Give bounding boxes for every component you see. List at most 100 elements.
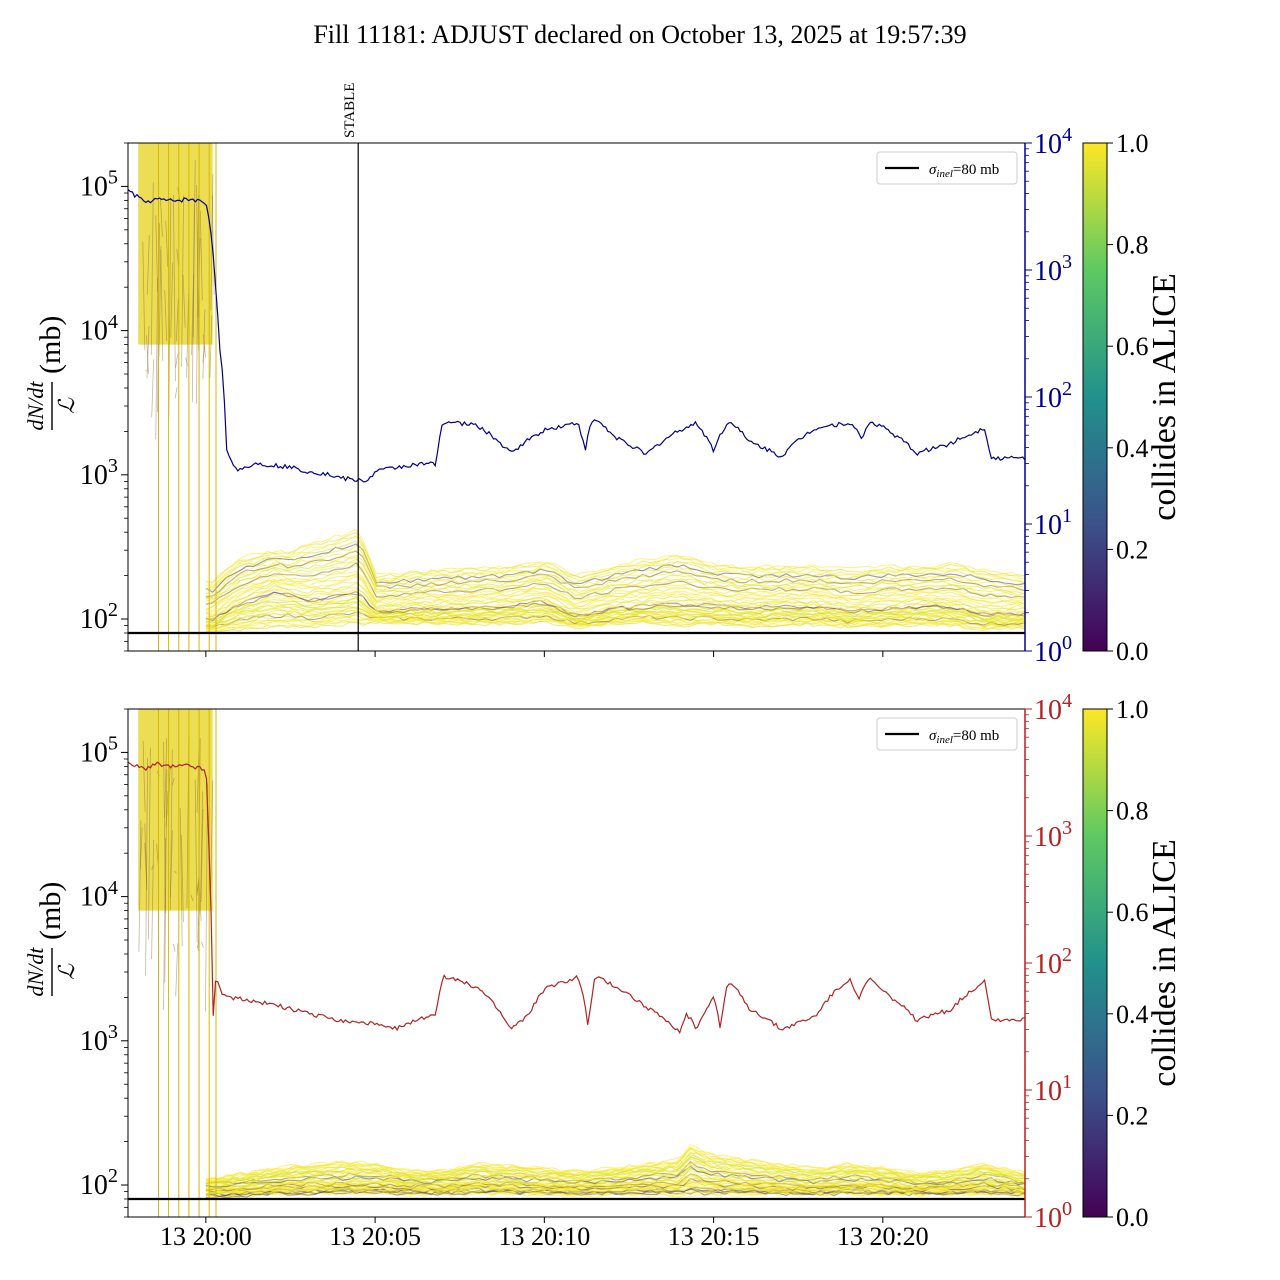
- y-label-numerator: dN/dt: [23, 381, 48, 431]
- legend-label: σinel=80 mb: [929, 728, 999, 746]
- injection-trace: [202, 346, 206, 363]
- injection-trace: [203, 334, 206, 358]
- bunch-curve: [205, 544, 1025, 595]
- injection-trace: [209, 315, 213, 379]
- colorbar-gradient: [1082, 142, 1108, 652]
- x-tick-label: 13 20:00: [160, 1222, 252, 1251]
- rate-tick-label: 100: [1034, 632, 1072, 668]
- injection-trace: [181, 834, 184, 922]
- injection-trace: [160, 249, 164, 362]
- plot-frame: [127, 708, 1026, 1218]
- y-tick-label: 102: [80, 1165, 118, 1201]
- bunch-curve: [205, 528, 1025, 584]
- injection-trace: [151, 839, 154, 960]
- colorbar-gradient: [1082, 708, 1108, 1218]
- colorbar-tick-label: 0.6: [1116, 898, 1149, 927]
- stable-label: STABLE: [342, 83, 358, 138]
- rate-tick-label: 102: [1034, 944, 1072, 980]
- injection-trace: [196, 195, 199, 404]
- x-tick-label: 13 20:15: [668, 1222, 760, 1251]
- bunch-curve: [205, 561, 1025, 603]
- bunch-curve: [205, 575, 1025, 611]
- bottom-colorbar: 0.0 0.2 0.4 0.6 0.8 1.0 collides in ALICE: [1082, 695, 1183, 1232]
- y-axis-label: dN/dt ℒ (mb): [23, 882, 79, 997]
- rate-line: [128, 189, 1025, 483]
- rate-tick-label: 102: [1034, 378, 1072, 414]
- bunch-curve: [205, 593, 1025, 623]
- bunch-curve: [205, 614, 1025, 631]
- injection-trace: [175, 298, 179, 342]
- injection-trace: [155, 278, 159, 440]
- injection-trace: [210, 780, 214, 893]
- injection-trace: [170, 262, 174, 338]
- injection-trace: [190, 894, 194, 902]
- injection-trace: [142, 241, 146, 350]
- bunch-curve: [205, 554, 1025, 600]
- colorbar-tick-label: 0.2: [1116, 1101, 1149, 1130]
- top-panel: STABLE 102 103 104 105 100 101 102 103 104 dN/dt ℒ (…: [23, 83, 1072, 668]
- bunch-curve: [205, 562, 1025, 605]
- injection-trace: [175, 354, 178, 368]
- plot-area: [128, 143, 1025, 651]
- y-axis-label: dN/dt ℒ (mb): [23, 316, 79, 431]
- injection-trace: [196, 184, 199, 351]
- rate-tick-label: 103: [1034, 817, 1072, 853]
- injection-trace: [202, 309, 206, 379]
- injection-trace: [200, 791, 203, 899]
- injection-trace: [139, 827, 143, 870]
- bunch-curve: [205, 540, 1025, 591]
- colorbar-tick-label: 0.4: [1116, 1000, 1149, 1029]
- colorbar-tick-label: 0.8: [1116, 797, 1149, 826]
- y-tick-label: 104: [80, 877, 118, 913]
- injection-trace: [194, 779, 198, 943]
- y-tick-label: 103: [80, 455, 118, 491]
- injection-trace: [191, 273, 194, 356]
- figure-title: Fill 11181: ADJUST declared on October 1…: [313, 20, 967, 49]
- colorbar-tick-label: 0.0: [1116, 637, 1149, 666]
- injection-trace: [150, 182, 154, 355]
- x-tick-label: 13 20:05: [329, 1222, 421, 1251]
- injection-trace: [138, 820, 142, 952]
- bunch-curve: [205, 1143, 1025, 1181]
- y-label-numerator: dN/dt: [23, 947, 48, 997]
- colorbar-label: collides in ALICE: [1146, 273, 1183, 520]
- colorbar-label: collides in ALICE: [1146, 839, 1183, 1086]
- injection-trace: [199, 210, 203, 301]
- y-label-unit: (mb): [34, 316, 67, 374]
- bunch-curve: [205, 573, 1025, 611]
- colorbar-tick-label: 1.0: [1116, 129, 1149, 158]
- injection-trace: [179, 808, 183, 947]
- y-label-unit: (mb): [34, 882, 67, 940]
- injection-trace: [163, 837, 166, 1010]
- legend-box: [876, 717, 1018, 751]
- bunch-curve: [205, 596, 1025, 623]
- x-tick-label: 13 20:10: [498, 1222, 590, 1251]
- legend: σinel=80 mb: [876, 717, 1018, 751]
- injection-trace: [192, 160, 196, 337]
- rate-tick-label: 104: [1034, 690, 1072, 726]
- injection-trace: [146, 235, 150, 295]
- y-label-denominator: ℒ: [54, 963, 79, 980]
- injection-trace: [146, 326, 150, 379]
- x-tick-label: 13 20:20: [837, 1222, 929, 1251]
- top-colorbar: 0.0 0.2 0.4 0.6 0.8 1.0 collides in ALICE: [1082, 129, 1183, 666]
- bunch-curve: [205, 1158, 1025, 1185]
- plot-area: [128, 709, 1025, 1217]
- injection-trace: [173, 194, 176, 382]
- rate-tick-label: 103: [1034, 251, 1072, 287]
- injection-trace: [164, 769, 168, 983]
- injection-trace: [170, 830, 173, 898]
- rate-tick-label: 101: [1034, 1071, 1072, 1107]
- injection-trace: [205, 783, 208, 1012]
- y-tick-label: 103: [80, 1021, 118, 1057]
- injection-trace: [174, 387, 178, 399]
- injection-trace: [175, 943, 179, 997]
- injection-trace: [160, 197, 163, 237]
- bunch-curve: [205, 535, 1025, 589]
- colorbar-tick-label: 0.6: [1116, 332, 1149, 361]
- injection-trace: [151, 359, 155, 418]
- rate-tick-label: 104: [1034, 124, 1072, 160]
- legend: σinel=80 mb: [876, 151, 1018, 185]
- injection-trace: [142, 740, 146, 812]
